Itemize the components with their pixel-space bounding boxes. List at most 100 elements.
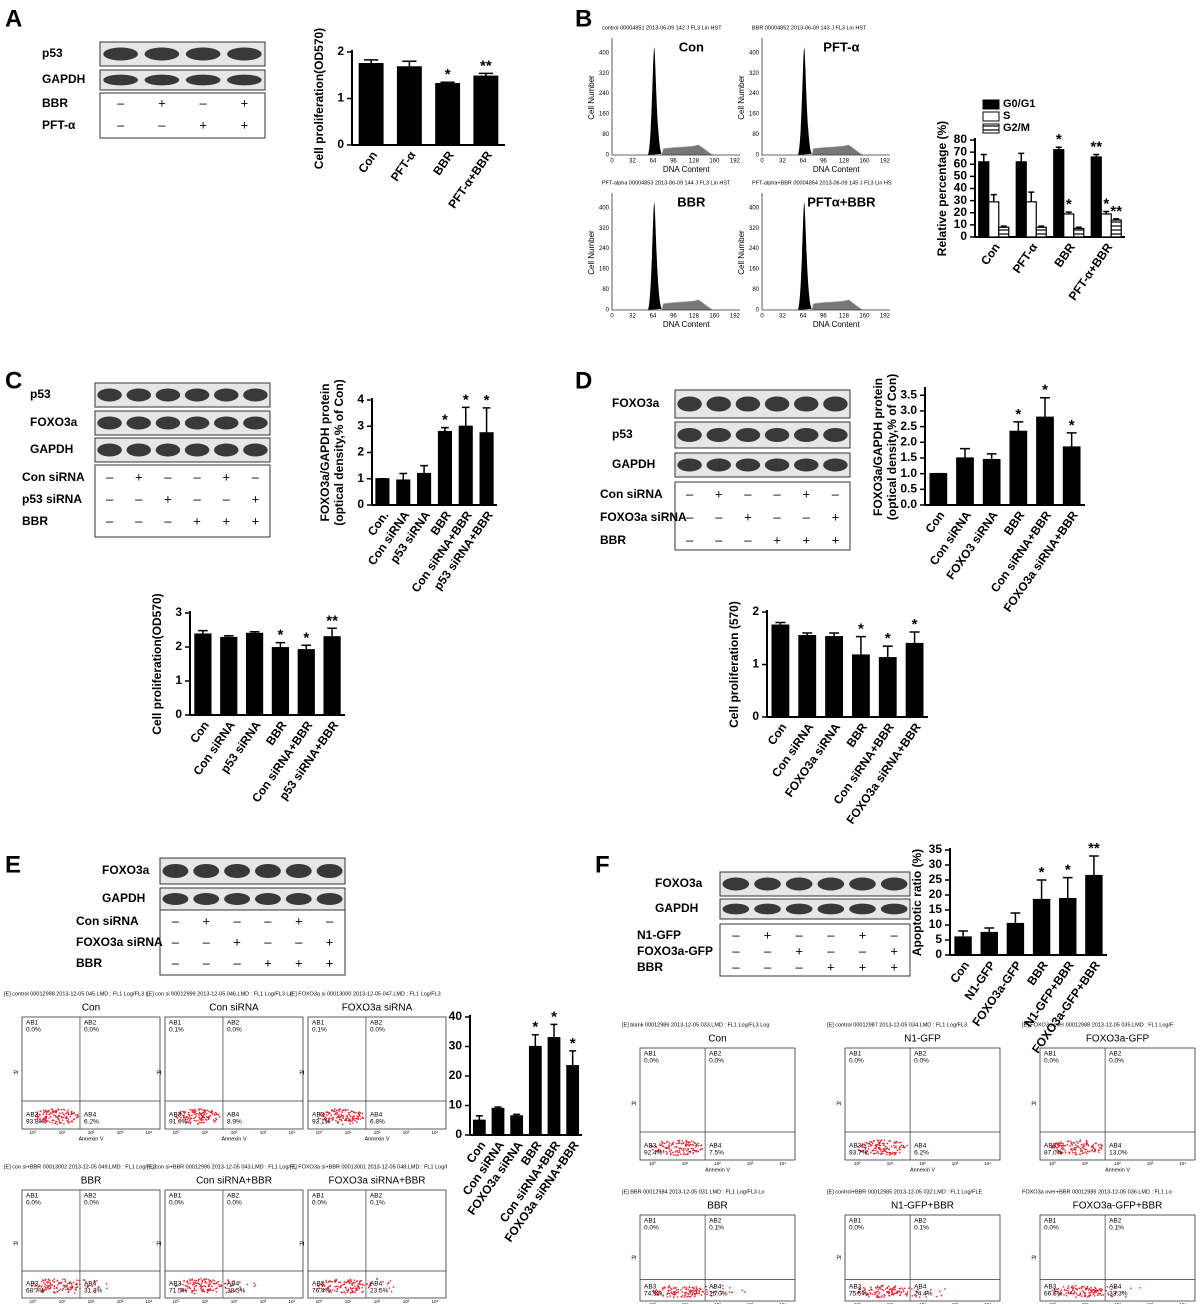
x-tick-label: 96 (820, 314, 827, 320)
flow-dot (1073, 1286, 1075, 1288)
x-tick-label: 32 (779, 314, 786, 320)
flow-dot (193, 1117, 195, 1120)
flow-dot (889, 1154, 891, 1156)
log-tick: 10¹ (202, 1130, 209, 1135)
flow-dot (60, 1282, 63, 1285)
blot-label: GAPDH (655, 901, 698, 915)
flow-dot (44, 1287, 47, 1289)
flow-dot (682, 1151, 685, 1153)
flow-dot (182, 1283, 184, 1286)
bar (1059, 897, 1077, 956)
flow-dot (680, 1142, 683, 1145)
blot-band (677, 396, 702, 412)
flow-dot (697, 1150, 699, 1152)
treatment-mark: – (203, 934, 211, 949)
flow-dot (1085, 1152, 1088, 1154)
flow-dot (863, 1289, 865, 1292)
s-phase (661, 144, 714, 156)
flow-dot (660, 1144, 663, 1146)
flow-dot (239, 1281, 241, 1283)
error-bar (909, 631, 920, 644)
error-bar (882, 645, 893, 658)
flow-dot (668, 1150, 671, 1153)
flow-dot (662, 1289, 664, 1291)
flow-dot (1106, 1286, 1109, 1288)
bar (528, 1045, 542, 1136)
flow-dot (886, 1291, 889, 1293)
flow-dot (875, 1152, 877, 1154)
quadrant-value: 0.1% (709, 1225, 724, 1232)
flow-dot (49, 1121, 51, 1123)
flow-dot (1082, 1145, 1085, 1148)
flow-dot (188, 1114, 191, 1117)
blot-band (185, 74, 221, 86)
flow-dot (387, 1281, 390, 1284)
flow-dot (685, 1141, 687, 1143)
blot-strip (94, 382, 271, 408)
flow-dot (720, 1292, 723, 1295)
flow-dot (1098, 1144, 1100, 1146)
flow-dot (57, 1109, 60, 1111)
flow-title: N1-GFP+BBR (891, 1201, 954, 1212)
flow-dot (876, 1295, 878, 1298)
flow-header: FOXO3a over+BBR 00012989 2013-12-05 036.… (1022, 1189, 1172, 1195)
flow-dot (883, 1296, 886, 1298)
treatment-mark: – (264, 913, 272, 928)
bar (472, 1119, 486, 1136)
treatment-label: BBR (76, 956, 102, 970)
y-tick-label: 400 (749, 50, 760, 56)
y-tick-label: 10 (954, 217, 968, 231)
flow-dot (1064, 1288, 1066, 1291)
bar (271, 647, 290, 716)
flow-dot (341, 1117, 344, 1119)
flow-dot (386, 1282, 389, 1285)
flow-dot (896, 1142, 898, 1144)
flow-dot (40, 1120, 42, 1123)
flow-dot (318, 1287, 321, 1290)
flow-dot (659, 1144, 661, 1147)
flow-dot (348, 1113, 350, 1116)
flow-dot (895, 1152, 897, 1154)
blot-band (794, 427, 819, 443)
blot-band (764, 396, 790, 412)
flow-dot (1088, 1292, 1090, 1294)
flow-dot (327, 1113, 330, 1115)
flow-dot (205, 1118, 207, 1120)
flow-dot (878, 1146, 881, 1149)
flow-dot (1086, 1150, 1089, 1153)
blot-band (817, 903, 845, 915)
axes (761, 193, 890, 311)
flow-dot (185, 1122, 187, 1124)
flow-dot (892, 1288, 894, 1291)
flow-dot (329, 1280, 332, 1283)
treatment-label: BBR (22, 514, 48, 528)
flow-dot (1094, 1291, 1097, 1293)
log-tick: 10² (88, 1299, 95, 1304)
flow-dot (906, 1291, 909, 1293)
flow-dot (656, 1294, 658, 1296)
blot-band (214, 443, 239, 457)
flow-dot (898, 1151, 901, 1154)
flow-dot (185, 1289, 187, 1292)
flow-dot (935, 1295, 938, 1298)
flow-dot (880, 1153, 882, 1155)
flow-dot (651, 1145, 653, 1147)
y-axis-label: FOXO3a/GAPDH protein (318, 383, 332, 521)
treatment-mark: – (223, 491, 231, 506)
flow-dot (348, 1282, 351, 1284)
flow-dot (67, 1120, 70, 1123)
flow-dot (48, 1117, 50, 1119)
x-tick-label: 64 (650, 159, 657, 165)
flow-frame (1039, 1214, 1196, 1302)
flow-dot (890, 1145, 893, 1148)
bar (929, 473, 948, 506)
flow-dot (195, 1120, 197, 1122)
flow-dot (40, 1280, 43, 1283)
flow-dot (218, 1116, 221, 1118)
flow-dot (44, 1278, 47, 1281)
blot-band (243, 416, 268, 430)
quadrant-name: AB1 (644, 1218, 657, 1225)
flow-dot (691, 1140, 693, 1143)
histogram-title: BBR (677, 194, 706, 209)
flow-dot (342, 1283, 345, 1286)
